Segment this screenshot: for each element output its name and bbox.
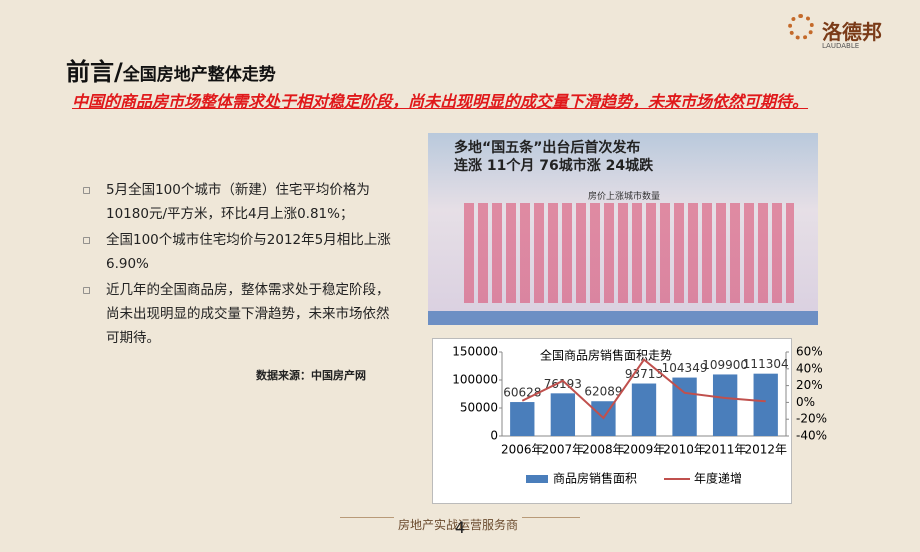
legend-label: 年度递增 xyxy=(694,471,742,486)
source: 数据来源：中国房产网 xyxy=(256,369,366,382)
title-main: 前言/ xyxy=(66,58,123,86)
y-tick-label: 50000 xyxy=(460,401,498,415)
y2-tick-label: -20% xyxy=(796,412,827,426)
x-tick-label: 2009年 xyxy=(623,443,666,457)
x-tick-label: 2010年 xyxy=(663,443,706,457)
bullet-list: 5月全国100个城市（新建）住宅平均价格为10180元/平方米，环比4月上涨0.… xyxy=(76,178,396,352)
title-sub: 全国房地产整体走势 xyxy=(122,65,276,85)
highlight: 中国的商品房市场整体需求处于相对稳定阶段，尚未出现明显的成交量下滑趋势，未来市场… xyxy=(72,92,809,111)
y2-tick-label: 40% xyxy=(796,361,823,375)
bar xyxy=(550,393,576,436)
footer: 房地产实战运营服务商 xyxy=(394,516,523,533)
bar-value-label: 93713 xyxy=(625,367,663,381)
x-tick-label: 2007年 xyxy=(542,443,585,457)
bar-value-label: 104349 xyxy=(662,361,708,375)
bar xyxy=(712,374,738,436)
x-tick-label: 2012年 xyxy=(744,443,787,457)
y2-tick-label: -40% xyxy=(796,429,827,443)
x-tick-label: 2011年 xyxy=(704,443,747,457)
image-headline: 多地“国五条”出台后首次发布 连涨 11个月 76城市涨 24城跌 xyxy=(454,139,653,175)
bar-value-label: 111304 xyxy=(743,357,789,371)
bar-value-label: 109900 xyxy=(702,358,748,372)
bullet: 5月全国100个城市（新建）住宅平均价格为10180元/平方米，环比4月上涨0.… xyxy=(76,178,396,226)
logo: 洛德邦 xyxy=(822,20,882,44)
image-caption: 房价上涨城市数量 xyxy=(588,192,661,202)
bar-value-label: 60628 xyxy=(503,386,541,400)
image-band xyxy=(428,311,818,325)
page-number: 4 xyxy=(455,518,466,537)
line-series xyxy=(521,358,766,420)
y-tick-label: 0 xyxy=(490,429,498,443)
bar xyxy=(510,402,535,436)
logo-icon xyxy=(788,14,814,40)
x-tick-label: 2006年 xyxy=(501,443,544,457)
bullet: 近几年的全国商品房，整体需求处于稳定阶段，尚未出现明显的成交量下滑趋势，未来市场… xyxy=(76,278,396,350)
image-headline-line: 连涨 11个月 76城市涨 24城跌 xyxy=(454,158,654,174)
logo-en: LAUDABLE xyxy=(822,42,860,50)
bar xyxy=(631,383,657,436)
x-tick-label: 2008年 xyxy=(582,443,625,457)
bar-value-label: 62089 xyxy=(584,385,622,399)
bullet: 全国100个城市住宅均价与2012年5月相比上涨6.90% xyxy=(76,228,396,276)
title: 前言/全国房地产整体走势 xyxy=(66,52,276,87)
y2-tick-label: 60% xyxy=(796,345,823,359)
y-tick-label: 100000 xyxy=(452,373,498,387)
image-headline-line: 多地“国五条”出台后首次发布 xyxy=(454,140,641,156)
legend-swatch xyxy=(526,475,548,483)
legend-label: 商品房销售面积 xyxy=(553,471,637,486)
y-tick-label: 150000 xyxy=(452,345,498,359)
chart-title: 全国商品房销售面积走势 xyxy=(540,348,672,363)
y2-tick-label: 0% xyxy=(796,395,815,409)
bar-value-label: 76193 xyxy=(544,377,582,391)
image-bars xyxy=(464,203,794,303)
bar xyxy=(753,373,778,436)
news-image: 多地“国五条”出台后首次发布 连涨 11个月 76城市涨 24城跌 房价上涨城市数… xyxy=(428,133,818,325)
y2-tick-label: 20% xyxy=(796,378,823,392)
